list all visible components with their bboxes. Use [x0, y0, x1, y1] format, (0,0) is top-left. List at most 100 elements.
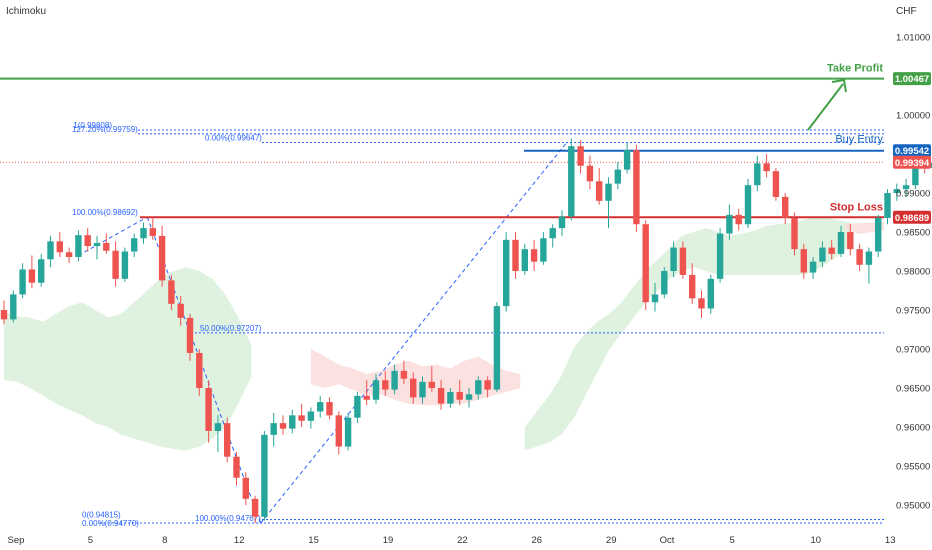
price-tag-last-bg	[893, 155, 931, 169]
candle-body	[298, 415, 305, 421]
x-tick-label: 26	[532, 535, 543, 546]
price-tag-last: 0.99394	[895, 158, 930, 169]
annotations: Take Profit Buy Entry Stop Loss	[807, 63, 883, 213]
candle-body	[893, 189, 900, 194]
candle-body	[754, 163, 761, 186]
candle-body	[307, 411, 315, 421]
candle-body	[56, 241, 63, 253]
y-tick-label: 1.01000	[896, 32, 930, 43]
time-axis[interactable]: Sep 5 8 12 15 19 22 26 29 Oct 5 10 13	[8, 535, 896, 546]
candle-body	[326, 402, 333, 416]
x-tick-label: 29	[606, 535, 617, 546]
candle-body	[205, 388, 212, 431]
price-tag-take-profit-bg	[893, 72, 931, 86]
candle-body	[865, 251, 873, 265]
buy-entry-label: Buy Entry	[835, 134, 883, 146]
fib-label-0-bottom: 0.00%(0.94770)	[82, 519, 139, 528]
cloud-bullish-1	[4, 267, 252, 451]
trade-levels	[0, 77, 884, 219]
candle-body	[530, 249, 538, 262]
candle-body	[884, 193, 891, 218]
candle-body	[670, 247, 677, 272]
fib-label-0-upper: 0.00%(0.99647)	[205, 134, 262, 143]
candle-body	[382, 380, 389, 390]
candle-body	[354, 395, 361, 418]
candle-body	[642, 224, 649, 303]
candle-body	[121, 251, 129, 279]
candle-body	[0, 310, 8, 320]
candle-body	[782, 196, 789, 218]
candle-body	[735, 214, 742, 225]
x-tick-label: 19	[383, 535, 394, 546]
currency-label: CHF	[896, 6, 917, 17]
y-tick-label: 1.00000	[896, 110, 930, 121]
candle-body	[400, 370, 408, 379]
candle-body	[484, 380, 491, 390]
candle-body	[410, 378, 417, 398]
candle-body	[112, 250, 119, 279]
candle-body	[707, 278, 714, 309]
price-tag-buy-entry: 0.99542	[895, 146, 929, 157]
x-tick-label: 12	[234, 535, 245, 546]
candle-body	[596, 181, 603, 201]
candle-body	[75, 235, 82, 257]
candle-body	[196, 352, 203, 389]
candle-body	[372, 380, 380, 400]
candle-body	[363, 395, 370, 400]
candle-body	[233, 456, 240, 478]
candle-body	[465, 394, 473, 400]
candle-body	[791, 217, 798, 250]
candle-body	[475, 380, 482, 395]
candle-body	[540, 238, 547, 262]
candle-body	[744, 185, 752, 225]
candle-body	[242, 477, 249, 499]
candle-body	[168, 280, 175, 304]
fib-trend-b	[146, 216, 262, 524]
candle-body	[819, 247, 826, 262]
candle-body	[38, 259, 45, 283]
y-tick-label: 0.95000	[896, 501, 930, 512]
candle-body	[131, 238, 138, 252]
candle-body	[261, 434, 268, 517]
price-tag-buy-entry-bg	[893, 144, 931, 158]
candle-body	[84, 235, 91, 247]
candle-body	[447, 391, 454, 404]
candle-body	[558, 216, 566, 229]
candle-body	[726, 214, 733, 234]
candle-body	[103, 242, 110, 251]
candle-body	[605, 183, 612, 201]
candle-body	[521, 249, 528, 272]
y-tick-label: 0.96000	[896, 423, 930, 434]
candle-body	[772, 171, 780, 197]
candle-body	[428, 381, 435, 389]
candle-body	[586, 165, 594, 182]
x-tick-label: 5	[88, 535, 93, 546]
fib-trend-a	[78, 216, 148, 256]
price-tag-take-profit: 1.00467	[895, 74, 929, 85]
candle-body	[419, 381, 426, 398]
candle-body	[828, 247, 835, 254]
candle-body	[140, 228, 147, 239]
candle-body	[251, 498, 259, 517]
y-tick-label: 0.96500	[896, 384, 930, 395]
candle-body	[456, 391, 463, 400]
candle-body	[177, 303, 184, 318]
x-tick-label: 22	[457, 535, 468, 546]
candle-body	[549, 228, 556, 239]
candle-body	[651, 294, 659, 303]
price-axis[interactable]: 1.010001.005001.000000.995000.990000.985…	[893, 32, 931, 512]
candle-body	[47, 241, 54, 260]
x-tick-label: Sep	[8, 535, 25, 546]
candle-body	[270, 423, 277, 435]
candle-body	[289, 415, 296, 429]
candle-body	[344, 417, 352, 447]
x-tick-label: 10	[811, 535, 822, 546]
arrow-head-icon	[831, 78, 847, 93]
candle-body	[689, 274, 696, 299]
candle-body	[623, 150, 631, 170]
candle-body	[679, 247, 687, 275]
candle-body	[391, 370, 398, 390]
fibonacci-lines: 1(0.99808)127.20%(0.99759) 0.00%(0.99647)…	[0, 121, 884, 528]
candle-body	[186, 317, 194, 353]
